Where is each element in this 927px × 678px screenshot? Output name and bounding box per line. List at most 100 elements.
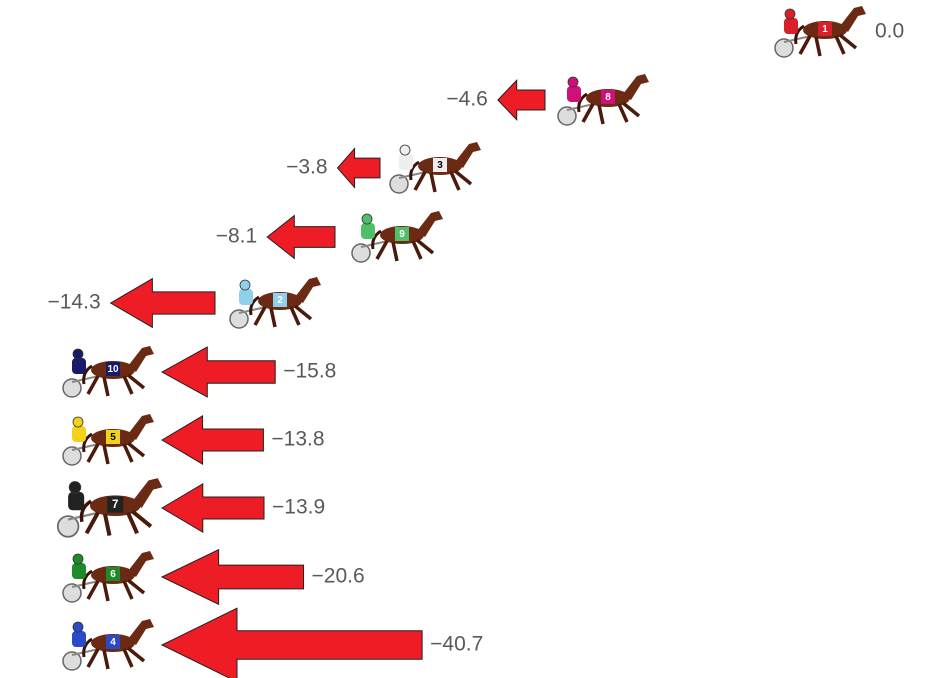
saddle-cloth: [107, 496, 124, 513]
horse-icon: 10: [62, 346, 154, 398]
value-label: −40.7: [430, 633, 483, 656]
value-label: −13.9: [272, 496, 325, 519]
value-label: −3.8: [286, 156, 327, 179]
horse-legs: [413, 169, 473, 193]
sulky-wheel: [557, 106, 577, 126]
driver-jersey: [72, 426, 86, 442]
horse-tail: [371, 229, 382, 250]
horse-legs: [253, 304, 313, 328]
sulky-wheel: [62, 446, 82, 466]
horse-legs: [798, 33, 858, 57]
value-label: −15.8: [283, 360, 336, 383]
driver-helmet: [72, 416, 84, 428]
driver-jersey: [399, 154, 413, 170]
horse-number: 5: [110, 432, 116, 443]
horse-legs: [581, 101, 641, 125]
horse-icon: 4: [62, 619, 154, 671]
driver-jersey: [567, 86, 581, 102]
horse-legs: [86, 373, 146, 397]
horse-number: 10: [107, 364, 119, 375]
horse-head: [295, 277, 321, 303]
horse-tail: [409, 160, 420, 181]
horse-head: [623, 74, 649, 100]
sulky-wheel: [774, 38, 794, 58]
saddle-cloth: [433, 158, 447, 172]
horse-tail: [794, 24, 805, 45]
arrow: [266, 214, 336, 260]
horse-head: [132, 478, 163, 508]
saddle-cloth: [818, 22, 832, 36]
horse-icon: 3: [389, 142, 481, 194]
saddle-cloth: [106, 567, 120, 581]
value-label: −4.6: [446, 88, 487, 111]
horse-head: [417, 211, 443, 237]
saddle-cloth: [395, 227, 409, 241]
horse-number: 7: [112, 499, 118, 511]
driver-helmet: [72, 553, 84, 565]
horse-icon: 8: [557, 74, 649, 126]
driver-jersey: [239, 289, 253, 305]
horse-head: [455, 142, 481, 168]
horse-number: 4: [110, 637, 116, 648]
horse-tail: [82, 432, 93, 453]
horse-head: [128, 619, 154, 645]
driver-helmet: [239, 279, 251, 291]
arrow: [161, 415, 264, 465]
sulky-wheel: [62, 378, 82, 398]
saddle-cloth: [601, 90, 615, 104]
horse-number: 3: [437, 160, 443, 171]
horse-icon: 2: [229, 277, 321, 329]
arrow: [161, 482, 265, 534]
arrow: [497, 78, 546, 122]
driver-jersey: [72, 631, 86, 647]
horse-legs: [375, 238, 435, 262]
horse-number: 1: [822, 24, 828, 35]
driver-jersey: [72, 563, 86, 579]
driver-helmet: [68, 481, 82, 494]
saddle-cloth: [106, 430, 120, 444]
horse-number: 8: [605, 92, 611, 103]
driver-helmet: [72, 348, 84, 360]
horse-head: [840, 6, 866, 32]
horse-number: 9: [399, 229, 405, 240]
saddle-cloth: [106, 635, 120, 649]
value-label: −13.8: [271, 428, 324, 451]
horse-icon: 7: [56, 478, 163, 538]
horse-legs: [86, 441, 146, 465]
horse-icon: 5: [62, 414, 154, 466]
sulky-wheel: [62, 651, 82, 671]
horse-tail: [249, 295, 260, 316]
sulky-wheel: [62, 583, 82, 603]
driver-helmet: [361, 213, 373, 225]
horse-icon: 1: [774, 6, 866, 58]
horse-number: 6: [110, 569, 116, 580]
driver-jersey: [68, 491, 85, 511]
driver-helmet: [567, 76, 579, 88]
value-label: −20.6: [312, 565, 365, 588]
horse-tail: [79, 499, 93, 523]
value-label: −8.1: [216, 225, 257, 248]
driver-jersey: [784, 18, 798, 34]
sulky-wheel: [389, 174, 409, 194]
horse-tail: [577, 92, 588, 113]
horse-tail: [82, 637, 93, 658]
horse-number: 2: [277, 295, 283, 306]
horse-icon: 6: [62, 551, 154, 603]
sulky-wheel: [351, 243, 371, 263]
sulky-wheel: [56, 515, 80, 538]
horse-legs: [86, 646, 146, 670]
arrow: [160, 346, 276, 398]
horse-legs: [84, 509, 153, 537]
arrow: [160, 548, 305, 606]
driver-helmet: [72, 621, 84, 633]
driver-jersey: [72, 358, 86, 374]
horse-legs: [86, 578, 146, 602]
saddle-cloth: [106, 362, 120, 376]
horse-head: [128, 346, 154, 372]
horse-tail: [82, 569, 93, 590]
arrow: [160, 607, 423, 678]
driver-jersey: [361, 223, 375, 239]
driver-helmet: [784, 8, 796, 20]
